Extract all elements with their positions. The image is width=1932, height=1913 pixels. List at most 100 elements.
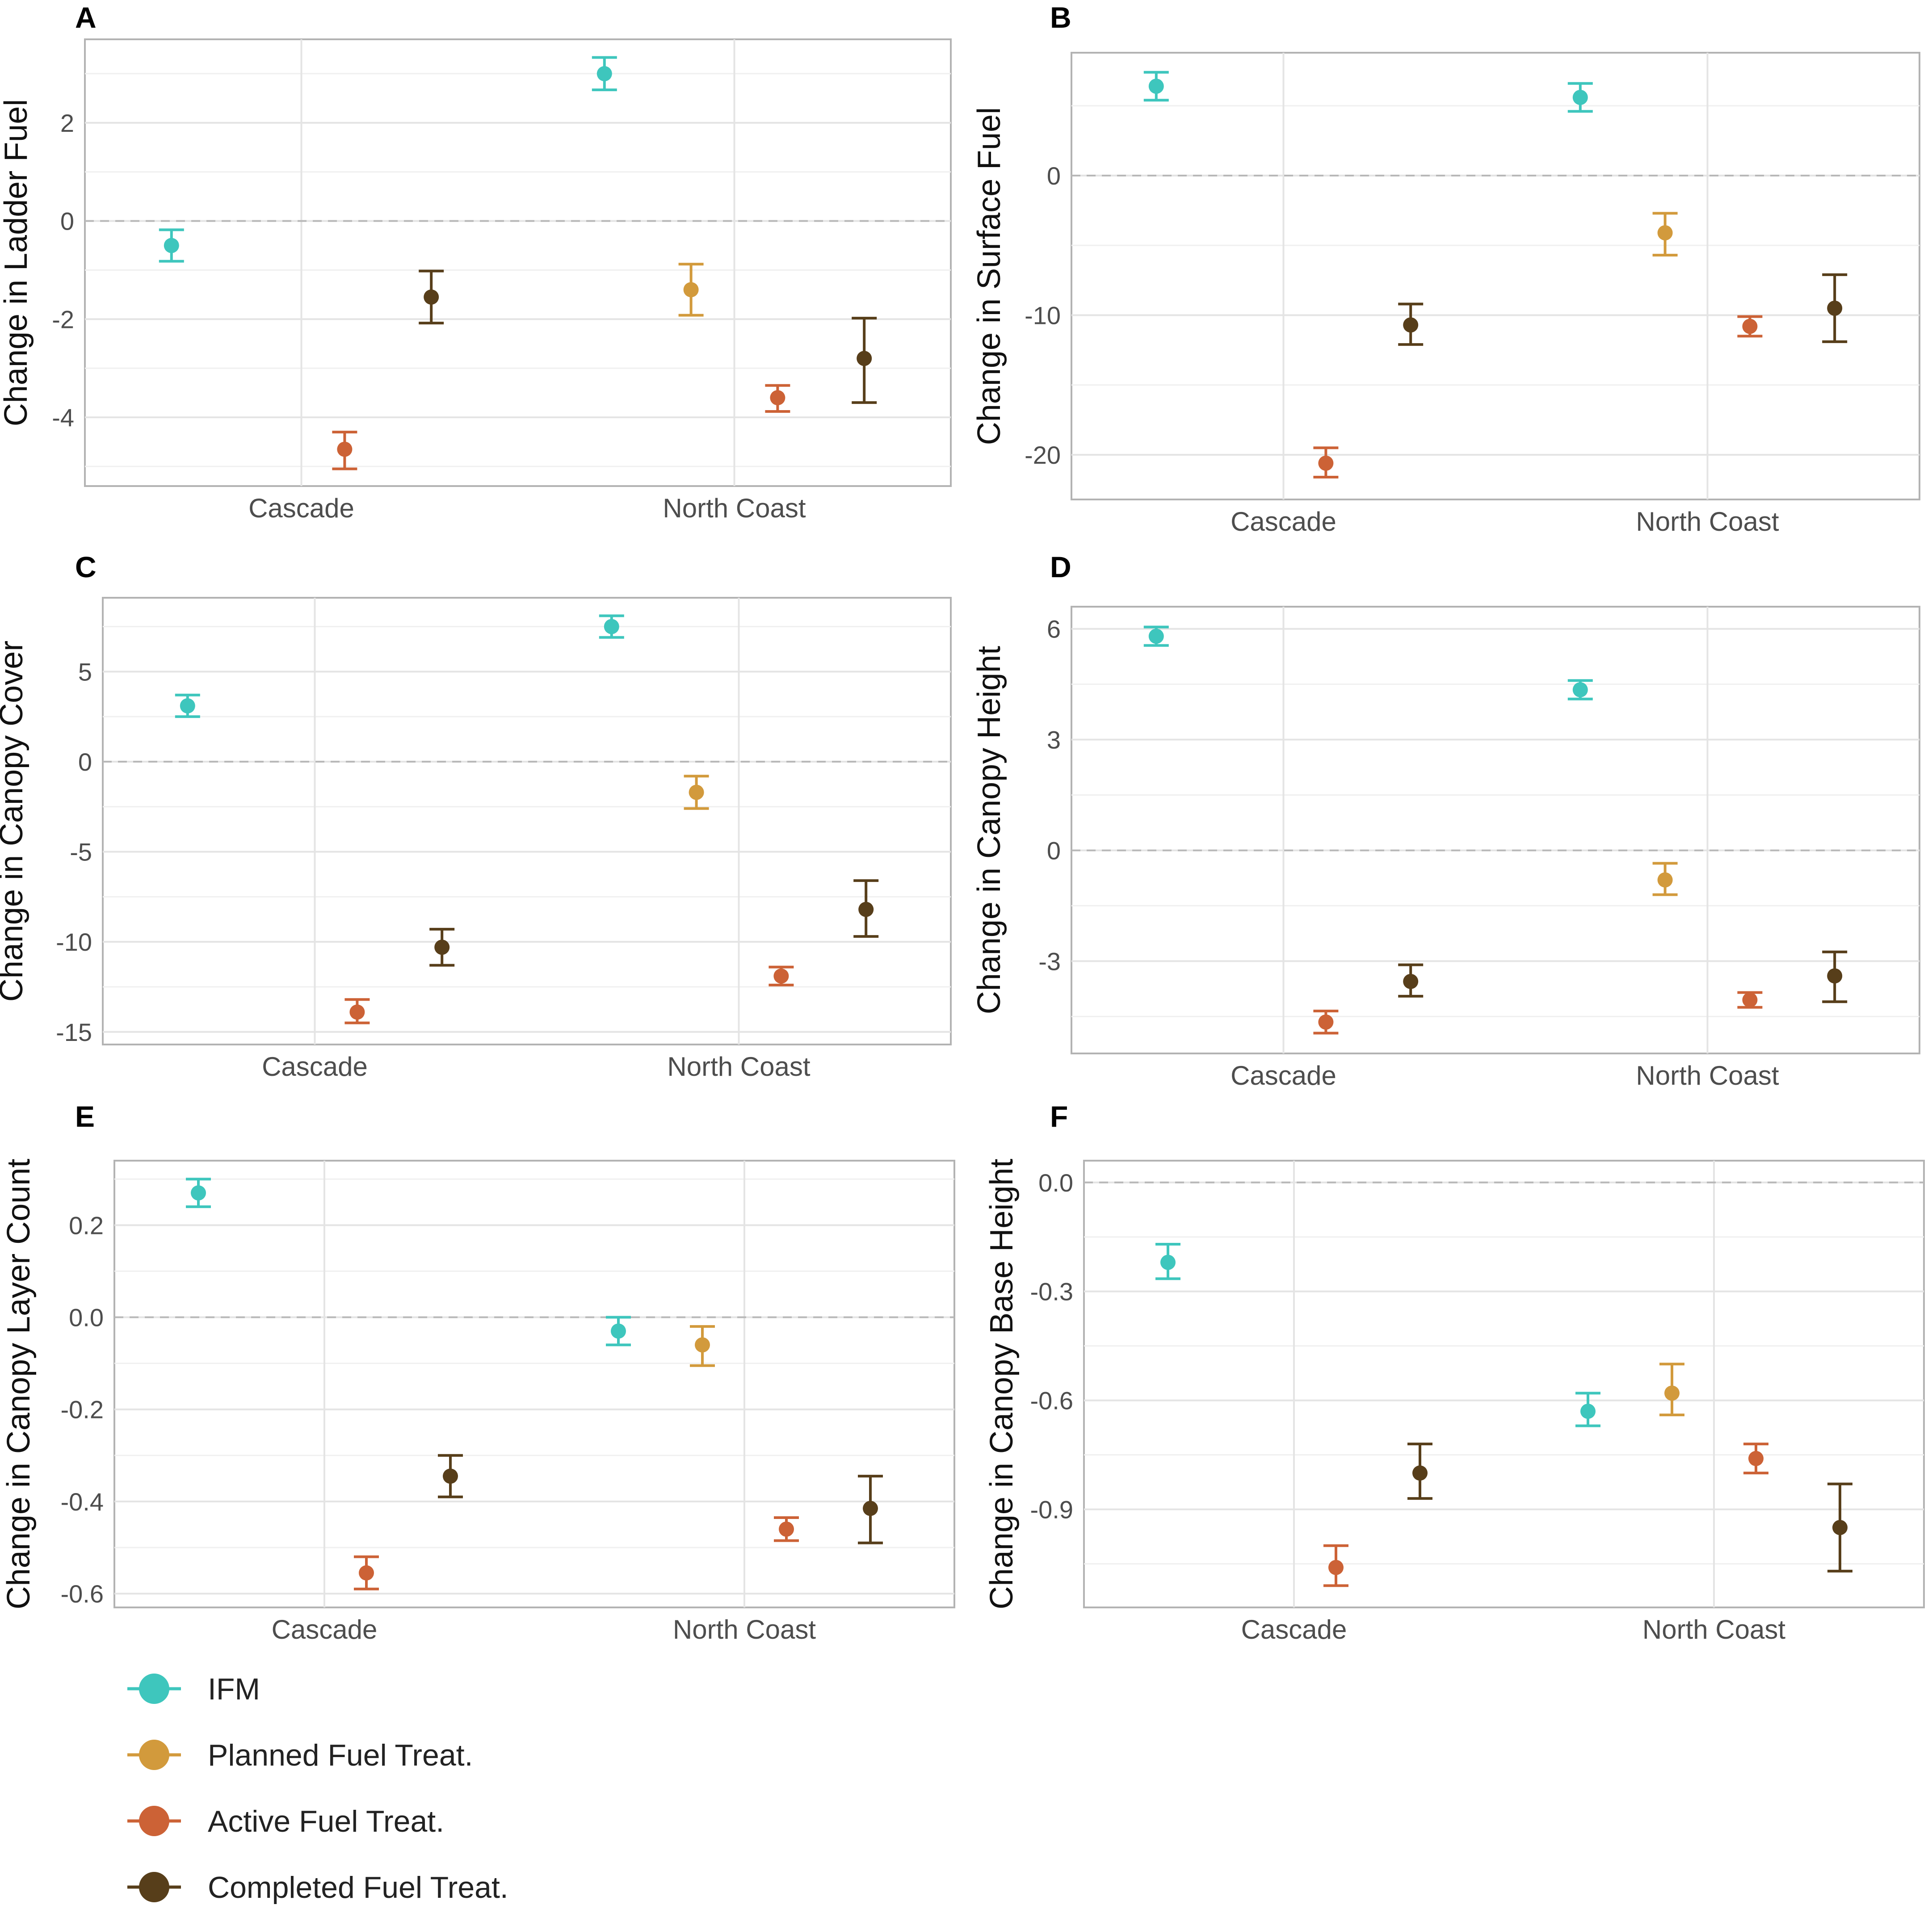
y-tick-label: 0 xyxy=(1047,836,1061,864)
y-tick-label: 0 xyxy=(60,207,74,235)
data-point-group xyxy=(1822,950,1848,1003)
y-tick-label: -3 xyxy=(1038,947,1061,975)
panel-f: F -0.9 -0.6 -0.3 0.0 Cascade North Coast Change… xyxy=(984,1100,1925,1645)
data-point-group xyxy=(678,263,704,317)
data-point xyxy=(1148,79,1164,94)
data-point-group xyxy=(438,1454,463,1498)
legend-item: IFM xyxy=(127,1672,260,1706)
plot-area xyxy=(113,1160,955,1608)
data-point-group xyxy=(606,1316,631,1347)
x-tick-label: North Coast xyxy=(1642,1615,1785,1645)
panel-c: C -15 -10 -5 0 5 Cascade North Coast Change in C… xyxy=(0,550,952,1082)
data-point-group xyxy=(858,1475,883,1544)
data-point-group xyxy=(1407,1443,1432,1500)
plot-area xyxy=(1083,1160,1925,1608)
y-tick-label: 0.2 xyxy=(69,1211,104,1239)
data-point xyxy=(1403,973,1419,989)
panel-letter: C xyxy=(75,550,97,583)
panel-letter: A xyxy=(75,1,97,34)
data-point-group xyxy=(1659,1363,1684,1417)
legend: IFM Planned Fuel Treat. Active Fuel Treat.… xyxy=(127,1672,508,1905)
data-point-group xyxy=(1155,1242,1180,1280)
data-point-group xyxy=(684,775,709,810)
x-tick-label: Cascade xyxy=(1231,1061,1336,1091)
x-tick-label: North Coast xyxy=(673,1615,816,1645)
plot-area xyxy=(1071,52,1920,500)
x-tick-label: Cascade xyxy=(272,1615,378,1645)
data-point xyxy=(1748,1451,1764,1466)
data-point-group xyxy=(1567,679,1593,701)
data-point xyxy=(1572,682,1588,697)
data-point xyxy=(1827,968,1843,984)
data-point-group xyxy=(1737,991,1763,1009)
data-point xyxy=(683,282,699,298)
panel-e: E -0.6 -0.4 -0.2 0.0 0.2 Cascade North Coast Cha… xyxy=(1,1100,955,1645)
legend-item: Planned Fuel Treat. xyxy=(127,1738,473,1772)
data-point-group xyxy=(1652,862,1678,896)
x-tick-label: North Coast xyxy=(1636,507,1779,537)
data-point xyxy=(604,619,619,634)
data-point-group xyxy=(592,56,617,92)
data-point xyxy=(1403,317,1419,333)
data-point-group xyxy=(1313,1009,1339,1035)
y-tick-label: 0.0 xyxy=(1038,1169,1073,1197)
y-tick-label: 0 xyxy=(78,748,92,776)
data-point xyxy=(180,698,195,713)
data-point-group xyxy=(690,1325,715,1367)
panel-b: B -20 -10 0 Cascade North Coast Change in Surf… xyxy=(971,1,1920,537)
data-point xyxy=(1657,225,1673,241)
data-point xyxy=(1580,1403,1596,1419)
data-point-group xyxy=(1313,446,1339,478)
data-point-group xyxy=(1743,1443,1768,1475)
y-tick-label: -0.2 xyxy=(61,1396,104,1424)
data-point xyxy=(695,1337,710,1353)
data-point xyxy=(1742,992,1758,1008)
data-point xyxy=(1318,455,1334,471)
data-point xyxy=(1664,1385,1680,1401)
data-point-group xyxy=(354,1555,379,1590)
y-tick-label: -5 xyxy=(70,838,92,866)
data-point-group xyxy=(1652,212,1678,257)
legend-key-marker xyxy=(139,1872,169,1902)
legend-label: Active Fuel Treat. xyxy=(208,1804,444,1838)
y-axis-title: Change in Ladder Fuel xyxy=(0,99,34,427)
legend-label: Planned Fuel Treat. xyxy=(208,1738,473,1772)
data-point xyxy=(424,289,439,305)
panel-a: A -4 -2 0 2 Cascade North Coast Change in Ladde… xyxy=(0,1,952,523)
data-point-group xyxy=(1143,71,1169,102)
data-point-group xyxy=(769,965,794,986)
panel-letter: D xyxy=(1050,550,1071,583)
data-point-group xyxy=(774,1516,799,1542)
data-point xyxy=(611,1323,626,1339)
legend-item: Completed Fuel Treat. xyxy=(127,1871,508,1905)
y-tick-label: 6 xyxy=(1047,615,1061,643)
data-point xyxy=(1832,1520,1848,1535)
y-tick-label: -0.6 xyxy=(61,1580,104,1608)
legend-key-marker xyxy=(139,1806,169,1836)
y-tick-label: -0.6 xyxy=(1030,1387,1074,1415)
plot-area xyxy=(102,597,952,1045)
plot-area xyxy=(1071,606,1920,1054)
data-point-group xyxy=(852,317,877,404)
data-point-group xyxy=(1398,963,1424,998)
plot-area xyxy=(84,38,952,487)
data-point xyxy=(1160,1254,1176,1270)
data-point-group xyxy=(1575,1392,1600,1427)
legend-label: Completed Fuel Treat. xyxy=(208,1871,508,1905)
y-tick-label: -0.3 xyxy=(1030,1278,1074,1306)
data-point xyxy=(1742,319,1758,334)
data-point-group xyxy=(186,1178,211,1208)
y-axis-title: Change in Canopy Height xyxy=(971,646,1007,1015)
data-point xyxy=(773,968,789,984)
y-tick-label: 3 xyxy=(1047,726,1061,754)
data-point xyxy=(434,940,450,955)
legend-key-marker xyxy=(139,1740,169,1770)
data-point xyxy=(1412,1465,1428,1481)
legend-item: Active Fuel Treat. xyxy=(127,1804,444,1838)
data-point-group xyxy=(159,228,184,263)
y-tick-label: -2 xyxy=(52,305,74,333)
data-point xyxy=(1328,1560,1344,1575)
data-point-group xyxy=(332,431,357,470)
y-tick-label: -20 xyxy=(1025,441,1061,469)
